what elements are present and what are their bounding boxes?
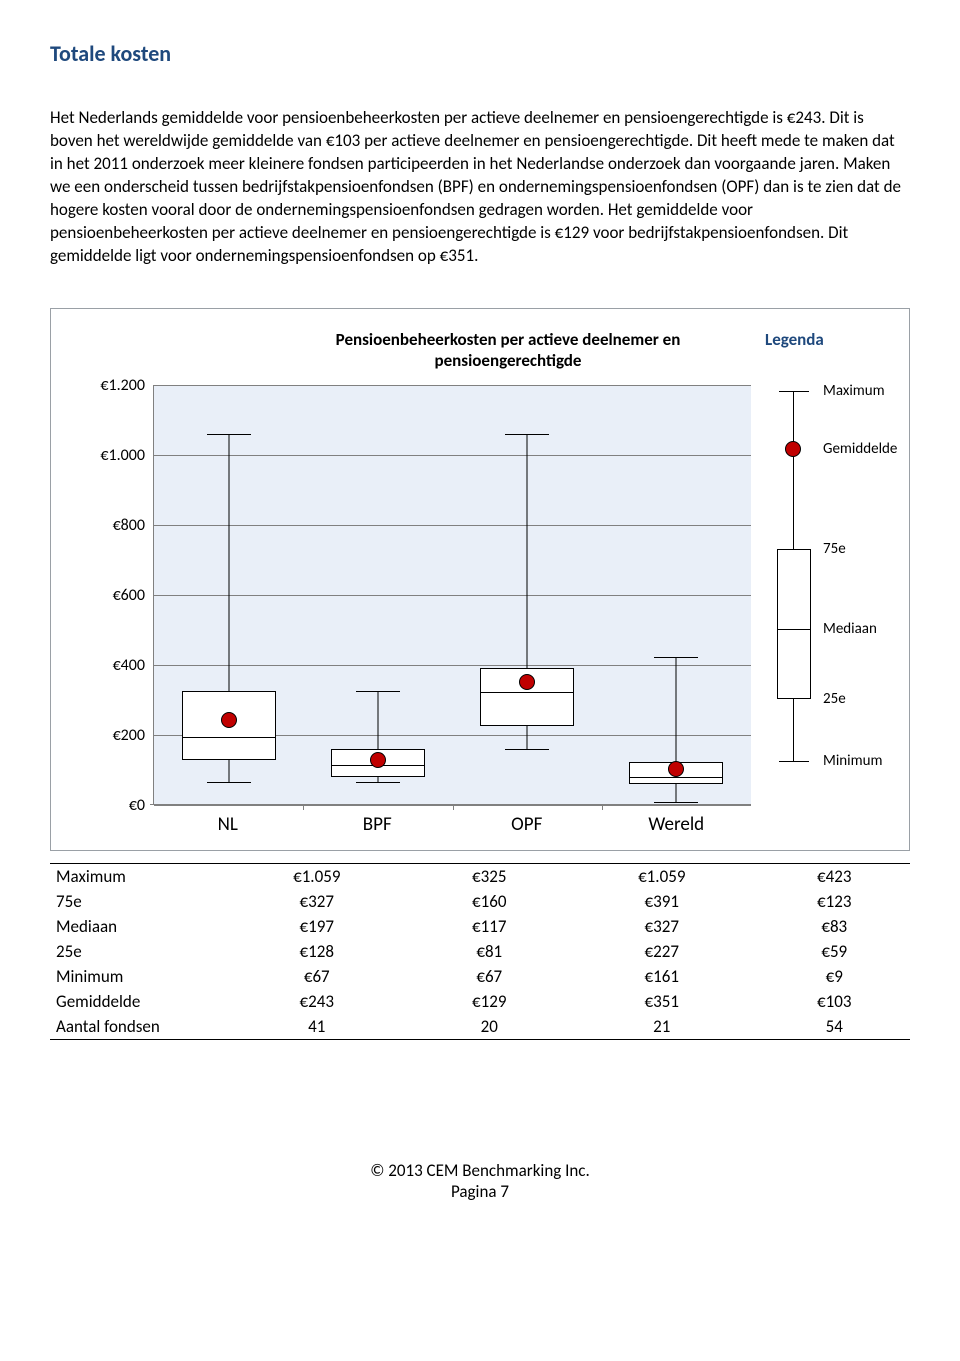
cell: €123 (759, 889, 910, 914)
cell: €1.059 (565, 864, 759, 890)
row-label: Aantal fondsen (50, 1014, 220, 1040)
row-label: 25e (50, 939, 220, 964)
legend-label-p75: 75e (823, 540, 846, 558)
table-row: 25e€128€81€227€59 (50, 939, 910, 964)
plot-area (153, 385, 751, 805)
cell: 41 (220, 1014, 414, 1040)
mean-marker (370, 752, 386, 768)
cell: €197 (220, 914, 414, 939)
boxplot-NL (169, 385, 289, 805)
cell: €227 (565, 939, 759, 964)
table-row: Aantal fondsen41202154 (50, 1014, 910, 1040)
cell: €59 (759, 939, 910, 964)
boxplot-Wereld (616, 385, 736, 805)
cell: €103 (759, 989, 910, 1014)
cell: 20 (414, 1014, 565, 1040)
mean-marker (668, 761, 684, 777)
cell: €423 (759, 864, 910, 890)
table-row: Gemiddelde€243€129€351€103 (50, 989, 910, 1014)
cell: €327 (220, 889, 414, 914)
body-paragraph: Het Nederlands gemiddelde voor pensioenb… (50, 107, 910, 268)
x-axis-labels: NLBPFOPFWereld (153, 813, 751, 836)
chart-title: Pensioenbeheerkosten per actieve deelnem… (265, 329, 751, 372)
x-label: BPF (303, 813, 453, 836)
mean-marker (519, 674, 535, 690)
cell: €161 (565, 964, 759, 989)
page-footer: © 2013 CEM Benchmarking Inc. Pagina 7 (50, 1160, 910, 1202)
cell: €1.059 (220, 864, 414, 890)
cell: €9 (759, 964, 910, 989)
table-row: Maximum€1.059€325€1.059€423 (50, 864, 910, 890)
mean-marker (221, 712, 237, 728)
cell: €81 (414, 939, 565, 964)
cell: 54 (759, 1014, 910, 1040)
row-label: Minimum (50, 964, 220, 989)
cell: €117 (414, 914, 565, 939)
legend: Legenda MaximumGemiddelde75eMediaan25eMi… (765, 329, 885, 779)
row-label: Gemiddelde (50, 989, 220, 1014)
x-label: Wereld (602, 813, 752, 836)
boxplot-OPF (467, 385, 587, 805)
cell: €128 (220, 939, 414, 964)
chart-frame: Pensioenbeheerkosten per actieve deelnem… (50, 308, 910, 852)
cell: €351 (565, 989, 759, 1014)
legend-title: Legenda (765, 329, 885, 350)
legend-label-min: Minimum (823, 752, 882, 770)
page-title: Totale kosten (50, 40, 910, 67)
legend-label-median: Mediaan (823, 620, 877, 638)
cell: €160 (414, 889, 565, 914)
cell: €325 (414, 864, 565, 890)
x-label: OPF (452, 813, 602, 836)
y-axis: €1.200€1.000€800€600€400€200€0 (75, 385, 153, 805)
cell: €129 (414, 989, 565, 1014)
cell: €83 (759, 914, 910, 939)
row-label: 75e (50, 889, 220, 914)
table-row: 75e€327€160€391€123 (50, 889, 910, 914)
cell: €67 (220, 964, 414, 989)
legend-label-max: Maximum (823, 382, 885, 400)
row-label: Mediaan (50, 914, 220, 939)
boxplot-BPF (318, 385, 438, 805)
table-row: Minimum€67€67€161€9 (50, 964, 910, 989)
cell: 21 (565, 1014, 759, 1040)
legend-label-p25: 25e (823, 690, 846, 708)
data-table: Maximum€1.059€325€1.059€42375e€327€160€3… (50, 863, 910, 1040)
footer-copyright: © 2013 CEM Benchmarking Inc. (50, 1160, 910, 1181)
x-label: NL (153, 813, 303, 836)
cell: €243 (220, 989, 414, 1014)
cell: €67 (414, 964, 565, 989)
footer-page: Pagina 7 (50, 1181, 910, 1202)
legend-label-mean: Gemiddelde (823, 440, 897, 458)
cell: €327 (565, 914, 759, 939)
cell: €391 (565, 889, 759, 914)
table-row: Mediaan€197€117€327€83 (50, 914, 910, 939)
row-label: Maximum (50, 864, 220, 890)
